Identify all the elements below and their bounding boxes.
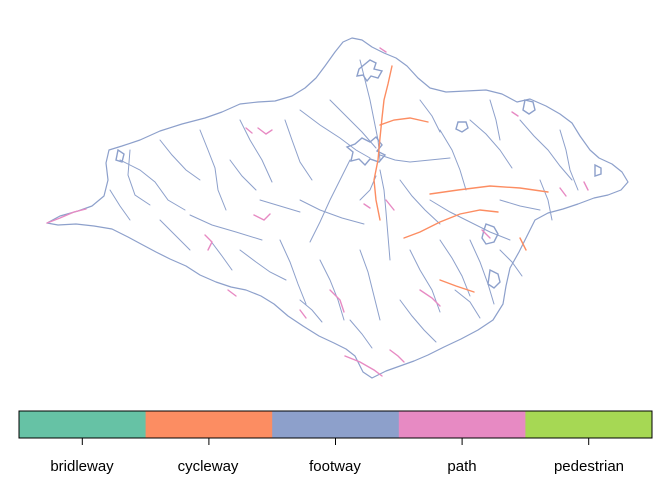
legend-color-bar <box>19 411 653 438</box>
legend-label-path: path <box>447 458 477 475</box>
cycleway-network <box>373 65 549 293</box>
legend-swatch-cycleway <box>145 411 273 438</box>
legend-swatch-pedestrian <box>525 411 653 438</box>
legend-swatch-bridleway <box>19 411 147 438</box>
legend-label-cycleway: cycleway <box>177 458 239 475</box>
legend-swatch-path <box>398 411 526 438</box>
legend-label-pedestrian: pedestrian <box>553 458 625 475</box>
path-network <box>46 47 589 377</box>
legend-label-footway: footway <box>309 458 361 475</box>
legend-ticks <box>81 438 590 445</box>
island-outline <box>46 37 629 379</box>
legend-swatch-footway <box>272 411 400 438</box>
legend-label-bridleway: bridleway <box>50 458 114 475</box>
urban-clusters <box>115 59 602 289</box>
footway-network <box>109 59 579 349</box>
